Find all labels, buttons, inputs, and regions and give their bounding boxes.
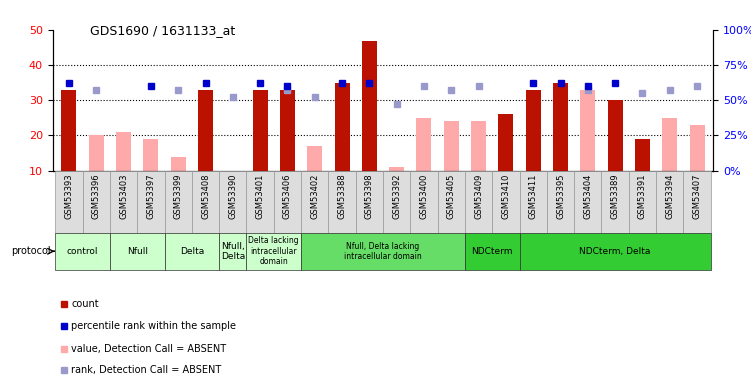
Bar xyxy=(280,90,295,171)
Bar xyxy=(389,167,404,171)
Bar xyxy=(192,171,219,232)
Text: GSM53406: GSM53406 xyxy=(283,174,292,219)
Bar xyxy=(301,171,328,232)
Bar xyxy=(471,122,486,171)
Bar xyxy=(581,90,596,171)
Bar xyxy=(110,171,137,232)
Bar xyxy=(246,232,301,270)
Bar xyxy=(410,171,438,232)
Bar xyxy=(356,171,383,232)
Text: value, Detection Call = ABSENT: value, Detection Call = ABSENT xyxy=(71,344,227,354)
Bar xyxy=(164,171,192,232)
Bar xyxy=(602,171,629,232)
Text: GSM53405: GSM53405 xyxy=(447,174,456,219)
Text: GSM53399: GSM53399 xyxy=(173,174,182,219)
Bar xyxy=(274,171,301,232)
Text: control: control xyxy=(67,247,98,256)
Bar xyxy=(328,171,356,232)
Text: GSM53395: GSM53395 xyxy=(556,174,565,219)
Text: GSM53410: GSM53410 xyxy=(502,174,511,219)
Text: percentile rank within the sample: percentile rank within the sample xyxy=(71,321,237,332)
Bar xyxy=(62,90,77,171)
Text: GSM53401: GSM53401 xyxy=(255,174,264,219)
Bar xyxy=(499,114,514,171)
Bar xyxy=(252,90,267,171)
Bar xyxy=(170,157,185,171)
Text: GSM53411: GSM53411 xyxy=(529,174,538,219)
Text: GSM53388: GSM53388 xyxy=(337,174,346,219)
Bar xyxy=(219,232,246,270)
Text: rank, Detection Call = ABSENT: rank, Detection Call = ABSENT xyxy=(71,364,222,375)
Bar xyxy=(301,232,465,270)
Bar xyxy=(56,171,83,232)
Bar xyxy=(362,40,377,171)
Bar xyxy=(137,171,164,232)
Bar xyxy=(56,232,110,270)
Text: GSM53400: GSM53400 xyxy=(420,174,429,219)
Text: GSM53402: GSM53402 xyxy=(310,174,319,219)
Bar xyxy=(635,139,650,171)
Bar xyxy=(656,171,683,232)
Bar xyxy=(526,90,541,171)
Text: Delta lacking
intracellular
domain: Delta lacking intracellular domain xyxy=(249,236,299,266)
Bar xyxy=(143,139,158,171)
Text: protocol: protocol xyxy=(11,246,51,256)
Text: GSM53403: GSM53403 xyxy=(119,174,128,219)
Bar xyxy=(689,125,704,171)
Text: GSM53398: GSM53398 xyxy=(365,174,374,219)
Text: GSM53389: GSM53389 xyxy=(611,174,620,219)
Bar xyxy=(438,171,465,232)
Bar xyxy=(334,83,349,171)
Text: GSM53408: GSM53408 xyxy=(201,174,210,219)
Text: GDS1690 / 1631133_at: GDS1690 / 1631133_at xyxy=(90,24,235,38)
Bar xyxy=(89,135,104,171)
Text: GSM53407: GSM53407 xyxy=(692,174,701,219)
Text: NDCterm: NDCterm xyxy=(472,247,513,256)
Bar xyxy=(492,171,520,232)
Text: GSM53396: GSM53396 xyxy=(92,174,101,219)
Bar xyxy=(553,83,568,171)
Bar xyxy=(307,146,322,171)
Bar xyxy=(547,171,575,232)
Bar xyxy=(608,100,623,171)
Bar xyxy=(110,232,164,270)
Text: GSM53394: GSM53394 xyxy=(665,174,674,219)
Bar xyxy=(465,232,520,270)
Text: count: count xyxy=(71,299,99,309)
Bar xyxy=(383,171,410,232)
Text: GSM53397: GSM53397 xyxy=(146,174,155,219)
Text: GSM53390: GSM53390 xyxy=(228,174,237,219)
Text: GSM53393: GSM53393 xyxy=(65,174,74,219)
Text: NDCterm, Delta: NDCterm, Delta xyxy=(580,247,651,256)
Bar xyxy=(116,132,131,171)
Text: GSM53404: GSM53404 xyxy=(584,174,593,219)
Bar xyxy=(219,171,246,232)
Bar xyxy=(198,90,213,171)
Bar xyxy=(164,232,219,270)
Bar xyxy=(575,171,602,232)
Bar xyxy=(465,171,492,232)
Bar xyxy=(246,171,274,232)
Text: GSM53391: GSM53391 xyxy=(638,174,647,219)
Bar xyxy=(444,122,459,171)
Text: Nfull: Nfull xyxy=(127,247,148,256)
Bar xyxy=(662,118,677,171)
Text: GSM53392: GSM53392 xyxy=(392,174,401,219)
Bar xyxy=(683,171,710,232)
Text: Delta: Delta xyxy=(179,247,204,256)
Bar xyxy=(520,232,710,270)
Text: Nfull, Delta lacking
intracellular domain: Nfull, Delta lacking intracellular domai… xyxy=(344,242,422,261)
Bar xyxy=(417,118,432,171)
Bar xyxy=(520,171,547,232)
Bar xyxy=(83,171,110,232)
Text: Nfull,
Delta: Nfull, Delta xyxy=(221,242,245,261)
Text: GSM53409: GSM53409 xyxy=(474,174,483,219)
Bar xyxy=(629,171,656,232)
